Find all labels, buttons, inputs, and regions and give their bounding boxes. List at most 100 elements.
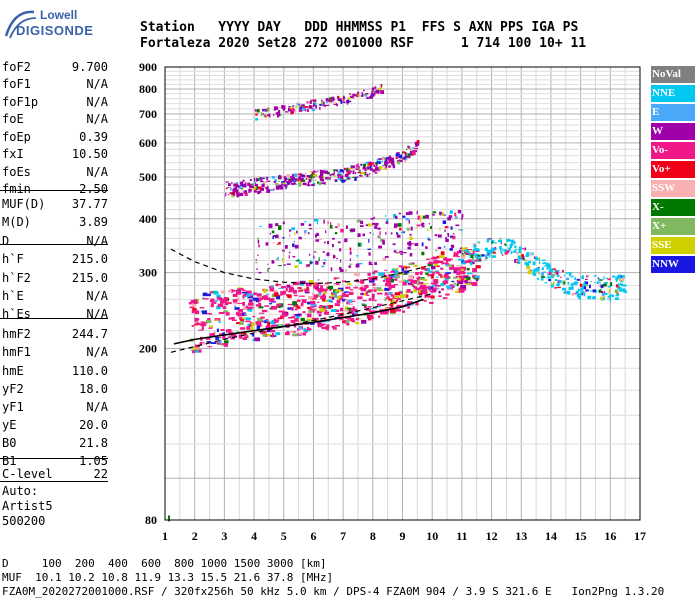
echo-mark <box>247 182 251 187</box>
echo-mark <box>464 276 468 278</box>
echo-mark <box>354 177 357 181</box>
echo-mark <box>384 167 387 169</box>
echo-mark <box>577 288 580 293</box>
echo-mark <box>427 274 434 277</box>
echo-mark <box>260 316 265 319</box>
echo-mark <box>514 249 517 253</box>
echo-mark <box>419 284 426 288</box>
echo-mark <box>292 289 297 294</box>
echo-mark <box>345 286 351 289</box>
echo-mark <box>319 176 324 179</box>
echo-mark <box>235 184 237 188</box>
echo-mark <box>326 99 331 102</box>
echo-mark <box>329 296 333 299</box>
echo-mark <box>281 182 284 185</box>
echo-mark <box>290 287 294 289</box>
echo-mark <box>283 176 287 180</box>
echo-mark <box>567 281 570 285</box>
echo-mark <box>333 277 337 280</box>
echo-mark <box>287 303 294 306</box>
echo-mark <box>462 250 464 253</box>
param-row: yF1 N/A <box>2 400 108 415</box>
echo-mark <box>461 268 464 272</box>
echo-mark <box>388 165 391 168</box>
param-row: fxI 10.50 <box>2 147 108 162</box>
echo-mark <box>418 289 421 293</box>
param-row: h`Es N/A <box>2 307 108 322</box>
echo-mark <box>288 229 292 232</box>
echo-mark <box>300 317 305 322</box>
param-value: N/A <box>86 345 108 359</box>
echo-mark <box>344 173 349 178</box>
echo-mark <box>581 293 584 296</box>
echo-mark <box>257 317 263 322</box>
echo-mark <box>199 307 205 309</box>
echo-mark <box>300 302 304 307</box>
echo-mark <box>314 286 319 290</box>
echo-mark <box>314 218 319 222</box>
param-row: h`F 215.0 <box>2 252 108 267</box>
param-value: 3.89 <box>79 215 108 229</box>
echo-mark <box>225 299 229 302</box>
echo-mark <box>402 273 408 275</box>
header-values: Fortaleza 2020 Set28 272 001000 RSF 1 71… <box>140 36 587 51</box>
echo-mark <box>407 242 410 245</box>
echo-mark <box>598 289 602 293</box>
echo-mark <box>501 248 504 251</box>
echo-mark <box>311 317 315 320</box>
echo-mark <box>402 279 406 283</box>
x-tick-label: 7 <box>340 529 346 543</box>
echo-mark <box>369 164 372 169</box>
echo-mark <box>404 266 411 268</box>
echo-mark <box>489 252 492 254</box>
echo-mark <box>306 283 312 286</box>
echo-mark <box>336 169 339 172</box>
echo-mark <box>294 232 296 236</box>
echo-mark <box>320 285 324 289</box>
echo-mark <box>246 326 252 330</box>
echo-mark <box>601 290 604 294</box>
legend-item: Vo- <box>651 142 695 159</box>
echo-mark <box>306 288 310 292</box>
echo-mark <box>366 164 369 167</box>
param-name: hmF2 <box>2 327 31 341</box>
echo-mark <box>347 307 352 312</box>
echo-mark <box>293 173 298 178</box>
echo-mark <box>359 262 363 265</box>
echo-mark <box>194 310 200 315</box>
echo-mark <box>601 286 606 288</box>
echo-mark <box>525 259 528 262</box>
echo-mark <box>596 281 599 284</box>
echo-mark <box>388 278 395 283</box>
echo-mark <box>571 292 576 296</box>
echo-mark <box>400 159 402 162</box>
echo-mark <box>603 282 607 284</box>
echo-mark <box>454 212 457 217</box>
param-value: 20.0 <box>79 418 108 432</box>
echo-mark <box>225 312 230 316</box>
echo-mark <box>242 337 247 341</box>
echo-mark <box>416 139 420 144</box>
echo-mark <box>306 313 312 318</box>
echo-mark <box>315 239 320 242</box>
echo-mark <box>300 223 305 226</box>
echo-mark <box>298 321 302 323</box>
echo-mark <box>432 287 437 292</box>
echo-mark <box>346 177 349 180</box>
echo-mark <box>615 277 619 281</box>
echo-mark <box>434 282 439 284</box>
echo-mark <box>194 349 198 351</box>
echo-mark <box>453 285 456 287</box>
echo-mark <box>257 109 260 113</box>
echo-mark <box>232 293 236 296</box>
polarization-legend: NoVal NNE E W Vo- Vo+ SSW X- X+ SSE NNW <box>651 66 695 275</box>
echo-mark <box>408 219 410 224</box>
echo-mark <box>285 185 288 188</box>
echo-mark <box>311 173 316 177</box>
echo-mark <box>207 312 212 315</box>
echo-mark <box>599 279 603 281</box>
echo-mark <box>374 306 377 310</box>
echo-mark <box>271 301 277 303</box>
echo-mark <box>428 295 432 298</box>
echo-mark <box>315 260 319 265</box>
